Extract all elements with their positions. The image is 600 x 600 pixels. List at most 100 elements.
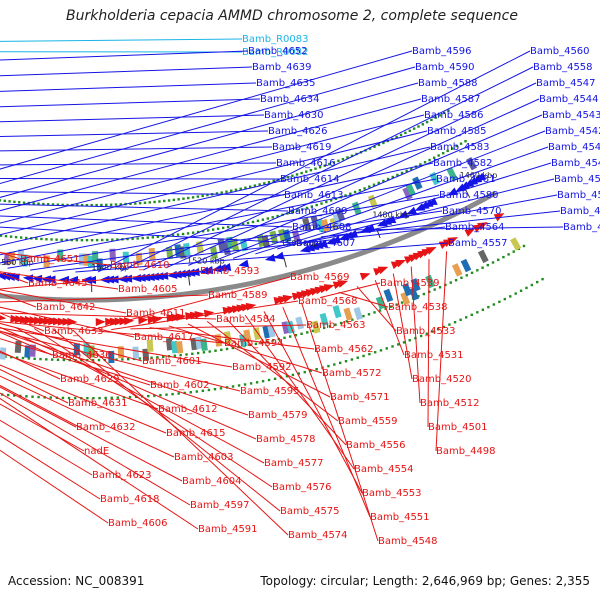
track-dot — [465, 316, 468, 319]
label-leader — [0, 392, 191, 506]
track-dot — [368, 147, 372, 150]
label-leader — [75, 242, 449, 273]
forward-gene-arrow — [312, 241, 324, 249]
topology-summary: Topology: circular; Length: 2,646,969 bp… — [260, 574, 590, 588]
gene-label: Bamb_4529 — [560, 206, 600, 217]
track-dot — [100, 203, 103, 207]
gene-label: Bamb_4594 — [224, 338, 284, 349]
forward-gene-arrow — [198, 266, 209, 275]
track-dot — [185, 353, 188, 356]
gene-label: Bamb_4586 — [424, 110, 484, 121]
track-dot — [341, 157, 345, 161]
gene-label: Bamb_4614 — [280, 174, 340, 185]
cog-block — [311, 320, 321, 334]
track-dot — [286, 175, 289, 179]
track-dot — [522, 244, 526, 248]
cog-block — [343, 307, 353, 321]
reverse-gene-arrow — [323, 284, 335, 292]
gene-label: Bamb_4595 — [240, 386, 300, 397]
track-dot — [253, 184, 257, 187]
track-dot — [446, 149, 449, 153]
track-dot — [417, 295, 420, 298]
track-dot — [486, 263, 490, 267]
kbp-tick — [283, 257, 287, 268]
track-dot — [497, 258, 500, 262]
track-dot — [271, 216, 274, 219]
track-dot — [206, 193, 209, 197]
label-leader — [410, 266, 421, 404]
track-dot — [372, 183, 376, 186]
track-dot — [243, 383, 247, 386]
track-dot — [442, 325, 446, 329]
track-dot — [315, 368, 318, 371]
track-dot — [356, 356, 359, 359]
track-dot — [281, 177, 285, 180]
map-title: Burkholderia cepacia AMMD chromosome 2, … — [66, 8, 518, 24]
track-dot — [179, 353, 182, 357]
track-dot — [248, 185, 252, 188]
track-dot — [37, 395, 40, 399]
cog-block — [367, 194, 378, 209]
track-dot — [220, 191, 223, 194]
cog-block — [465, 156, 478, 171]
gene-label: Bamb_4571 — [330, 392, 390, 403]
forward-gene-arrow — [471, 174, 483, 184]
track-dot — [165, 393, 168, 396]
gene-label: Bamb_4576 — [272, 482, 332, 493]
track-dot — [177, 392, 180, 395]
kbp-label: 1560 kbp — [0, 258, 34, 267]
track-dot — [158, 200, 161, 203]
gene-label: Bamb_4540 — [551, 158, 600, 169]
track-dot — [272, 179, 275, 183]
track-dot — [138, 357, 142, 360]
track-dot — [111, 238, 114, 241]
label-leader — [374, 279, 405, 356]
track-dot — [525, 286, 528, 290]
track-dot — [261, 218, 265, 221]
track-dot — [417, 125, 420, 128]
track-dot — [129, 202, 132, 206]
track-dot — [171, 392, 174, 396]
track-dot — [13, 394, 16, 397]
track-dot — [206, 229, 210, 232]
track-dot — [39, 357, 42, 361]
label-leader — [225, 318, 347, 446]
track-dot — [391, 175, 394, 179]
track-dot — [507, 253, 510, 256]
label-leader — [0, 66, 253, 77]
track-dot — [97, 358, 101, 362]
forward-gene-arrow — [220, 263, 232, 271]
track-dot — [421, 123, 424, 126]
gene-label: Bamb_4572 — [322, 368, 382, 379]
gene-label: Bamb_4587 — [421, 94, 481, 105]
gene-label: Bamb_4636 — [52, 350, 112, 361]
track-dot — [408, 339, 411, 342]
track-dot — [333, 363, 336, 366]
forward-gene-arrow — [180, 269, 191, 278]
track-dot — [487, 305, 490, 309]
track-dot — [3, 199, 6, 203]
label-leader — [427, 259, 430, 428]
gene-label: Bamb_4551 — [370, 512, 430, 523]
track-dot — [309, 369, 312, 372]
kbp-tick — [188, 275, 191, 286]
track-dot — [305, 170, 308, 173]
forward-gene-arrow — [406, 206, 418, 215]
track-dot — [344, 360, 348, 363]
track-dot — [350, 154, 354, 157]
track-dot — [231, 346, 235, 350]
track-dot — [260, 341, 263, 344]
gene-label: Bamb_4635 — [256, 78, 316, 89]
label-leader — [0, 270, 201, 290]
gene-label: Bamb_4651 — [20, 254, 80, 265]
track-dot — [14, 235, 18, 239]
forward-gene-arrow — [216, 263, 227, 272]
cog-block — [335, 208, 346, 222]
track-dot — [386, 177, 390, 181]
track-dot — [291, 210, 294, 214]
track-dot — [147, 394, 150, 398]
track-dot — [10, 355, 13, 359]
track-dot — [382, 179, 385, 183]
track-dot — [256, 219, 260, 223]
track-dot — [237, 384, 241, 387]
